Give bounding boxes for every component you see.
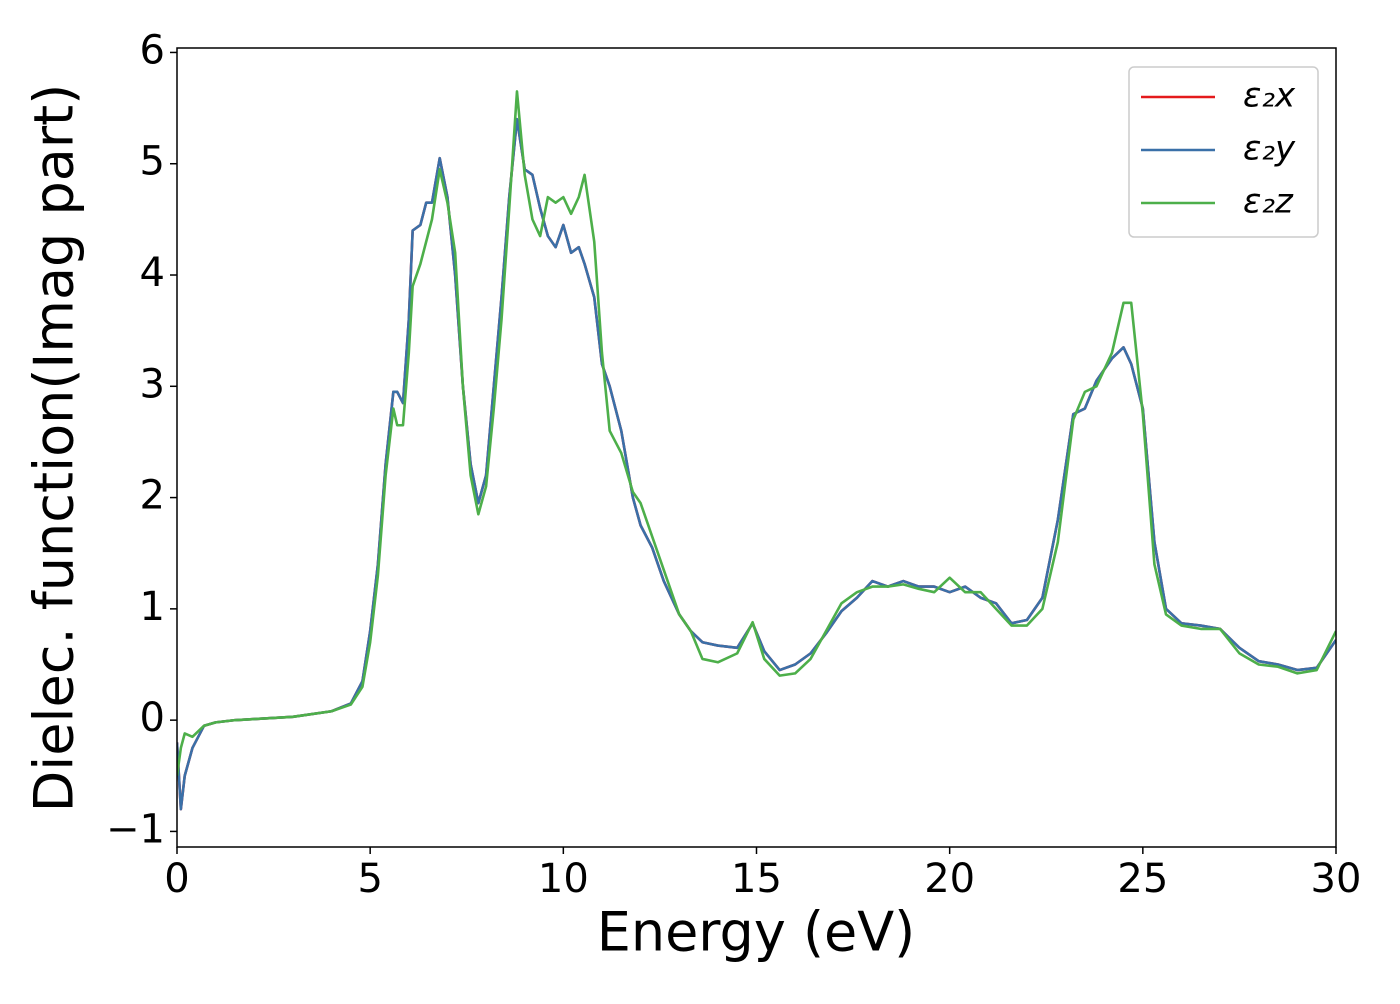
y-tick-label: 0 [140,695,165,741]
y-tick-label: 1 [140,584,165,630]
x-tick-label: 20 [924,856,975,902]
x-tick-label: 10 [538,856,589,902]
x-axis-label: Energy (eV) [597,901,916,964]
y-tick-label: 4 [140,250,165,296]
plot-frame [176,47,1337,848]
series-line [177,90,1336,776]
x-tick-label: 30 [1311,856,1362,902]
y-tick-label: −1 [106,806,165,852]
x-tick-label: 5 [357,856,382,902]
y-tick-label: 6 [140,27,165,73]
legend-text: ε₂x [1243,76,1296,116]
legend-box [1128,66,1319,238]
x-tick-label: 25 [1117,856,1168,902]
y-axis-label: Dielec. function(Imag part) [23,84,86,813]
x-tick-label: 15 [731,856,782,902]
legend-text: ε₂z [1243,182,1294,222]
y-tick-label: 2 [140,473,165,519]
legend-text: ε₂y [1243,129,1296,169]
y-tick-label: 5 [140,139,165,185]
series-line [177,117,1336,811]
x-tick-label: 0 [164,856,189,902]
y-tick-label: 3 [140,361,165,407]
